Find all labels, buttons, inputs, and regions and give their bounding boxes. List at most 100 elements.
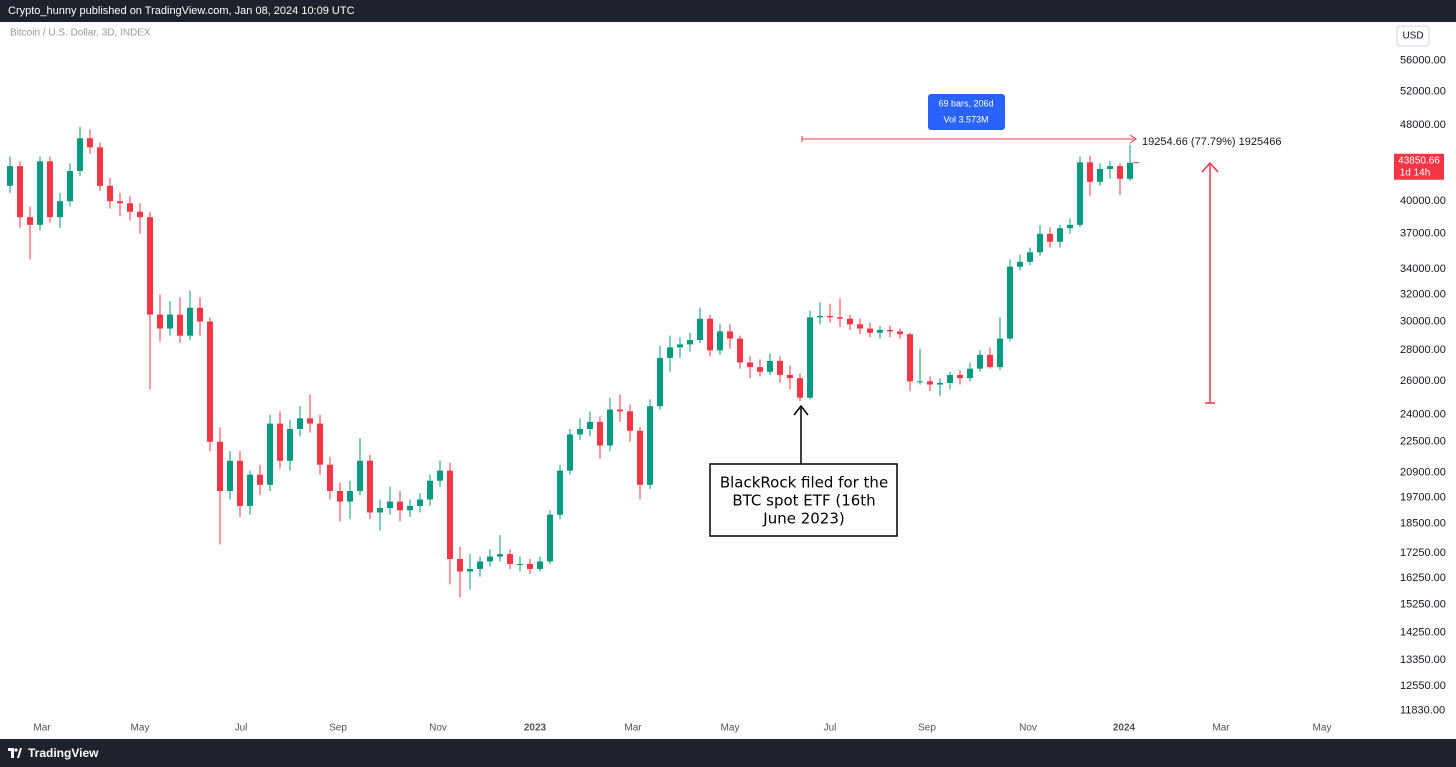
candle-body <box>297 418 303 429</box>
candle-body <box>1097 169 1103 182</box>
candle-body <box>477 561 483 569</box>
candle-body <box>117 201 123 204</box>
candle-body <box>7 166 13 186</box>
candle-body <box>787 374 793 379</box>
candle-body <box>697 318 703 341</box>
candle-body <box>657 357 663 407</box>
candle-body <box>127 203 133 212</box>
candle-body <box>497 554 503 557</box>
candle-body <box>547 514 553 562</box>
x-tick-label: Nov <box>429 723 447 734</box>
candle-body <box>227 460 233 492</box>
candle-body <box>767 360 773 372</box>
candle-body <box>157 314 163 329</box>
candle-body <box>637 430 643 485</box>
candle-body <box>577 428 583 435</box>
candle-body <box>857 324 863 329</box>
candle-body <box>627 411 633 431</box>
price-label-bg <box>1394 153 1444 180</box>
y-tick-label: 37000.00 <box>1400 228 1446 240</box>
candle-body <box>507 554 513 564</box>
candle-body <box>87 138 93 148</box>
candle-body <box>357 460 363 492</box>
brand: TradingView <box>28 746 99 760</box>
candle-body <box>797 378 803 398</box>
candle-body <box>1077 162 1083 225</box>
candle-body <box>1027 252 1033 262</box>
candle-body <box>777 360 783 375</box>
candle-body <box>557 470 563 515</box>
candle-body <box>137 211 143 218</box>
candle-body <box>1017 261 1023 267</box>
candle-body <box>417 499 423 506</box>
symbol-legend: Bitcoin / U.S. Dollar, 3D, INDEX <box>10 28 151 39</box>
candle-body <box>957 374 963 379</box>
candle-body <box>97 147 103 186</box>
candle-body <box>807 317 813 398</box>
candle-body <box>1067 224 1073 229</box>
x-tick-label: 2024 <box>1113 723 1136 734</box>
y-tick-label: 32000.00 <box>1400 288 1446 300</box>
callout-box <box>709 463 898 537</box>
callout-text: June 2023) <box>762 510 844 528</box>
candle-body <box>1007 266 1013 339</box>
candle-body <box>77 138 83 171</box>
publisher-text: Crypto_hunny published on TradingView.co… <box>8 5 355 17</box>
candle-body <box>347 491 353 502</box>
candle-body <box>487 556 493 562</box>
candle-body <box>457 558 463 572</box>
y-tick-label: 12550.00 <box>1400 680 1446 692</box>
candle-body <box>237 460 243 506</box>
candle-body <box>177 314 183 336</box>
candle-body <box>977 354 983 369</box>
candle-body <box>327 464 333 492</box>
candle-body <box>617 409 623 412</box>
candle-body <box>527 563 533 569</box>
candle-body <box>107 185 113 202</box>
y-tick-label: 14250.00 <box>1400 627 1446 639</box>
candle-body <box>517 563 523 565</box>
y-tick-label: 13350.00 <box>1400 654 1446 666</box>
y-tick-label: 18500.00 <box>1400 518 1446 530</box>
x-tick-label: May <box>721 723 740 734</box>
range-arrowhead <box>1201 161 1219 173</box>
candle-body <box>987 354 993 368</box>
measure-arrowhead <box>1129 134 1137 144</box>
candle-body <box>927 381 933 385</box>
candle-body <box>217 441 223 492</box>
candle-body <box>167 314 173 329</box>
currency-label[interactable]: USD <box>1402 31 1423 42</box>
callout-arrowhead <box>793 404 809 416</box>
candle-body <box>267 423 273 485</box>
x-tick-label: Sep <box>918 723 936 734</box>
candle-body <box>387 501 393 509</box>
x-tick-label: Mar <box>33 723 51 734</box>
y-tick-label: 15250.00 <box>1400 598 1446 610</box>
candle-body <box>917 381 923 383</box>
candle-body <box>367 460 373 513</box>
candle-body <box>747 362 753 368</box>
candle-body <box>277 423 283 461</box>
candle-body <box>287 428 293 461</box>
candle-body <box>147 217 153 315</box>
y-tick-label: 26000.00 <box>1400 375 1446 387</box>
callout-text: BTC spot ETF (16th <box>732 492 875 510</box>
candle-body <box>47 161 53 218</box>
candle-body <box>947 374 953 383</box>
y-tick-label: 11830.00 <box>1400 705 1445 717</box>
y-tick-label: 48000.00 <box>1400 119 1446 131</box>
x-tick-label: Sep <box>329 723 347 734</box>
candle-body <box>407 505 413 511</box>
measure-bars: 69 bars, 206d <box>938 98 993 108</box>
y-tick-label: 56000.00 <box>1400 54 1446 66</box>
chart: Bitcoin / U.S. Dollar, 3D, INDEX USD 560… <box>7 25 1446 734</box>
price-label: 43850.66 <box>1398 155 1440 166</box>
candle-body <box>667 347 673 358</box>
x-tick-label: Mar <box>624 723 642 734</box>
candle-body <box>687 340 693 345</box>
candle-body <box>567 434 573 471</box>
y-tick-label: 34000.00 <box>1400 263 1446 275</box>
currency-button[interactable] <box>1396 25 1430 47</box>
candle-body <box>437 470 443 481</box>
